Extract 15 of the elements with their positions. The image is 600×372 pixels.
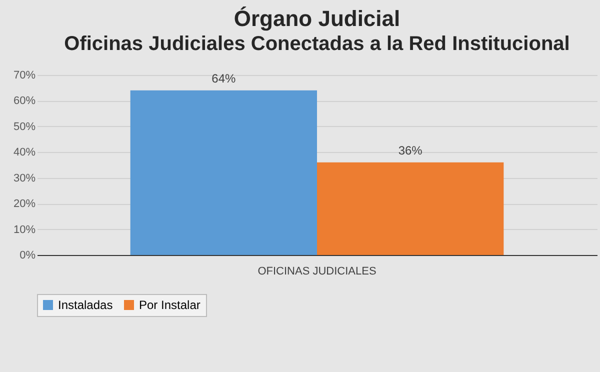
y-tick-label: 10% (13, 224, 36, 236)
chart-subtitle: Oficinas Judiciales Conectadas a la Red Institucional (64, 33, 570, 55)
legend-label: Por Instalar (139, 298, 200, 312)
y-tick-label: 40% (13, 146, 36, 159)
x-tick-label: OFICINAS JUDICIALES (258, 266, 376, 278)
y-tick-label: 20% (13, 198, 36, 210)
data-label: 36% (398, 143, 423, 158)
y-tick-label: 0% (20, 250, 36, 262)
y-tick-label: 60% (13, 95, 36, 108)
y-tick-label: 70% (13, 70, 36, 82)
y-tick-label: 50% (13, 120, 36, 133)
legend-label: Instaladas (58, 298, 113, 312)
chart-title: Órgano Judicial (234, 6, 400, 31)
data-label: 64% (212, 71, 236, 86)
y-tick-label: 30% (13, 172, 36, 184)
